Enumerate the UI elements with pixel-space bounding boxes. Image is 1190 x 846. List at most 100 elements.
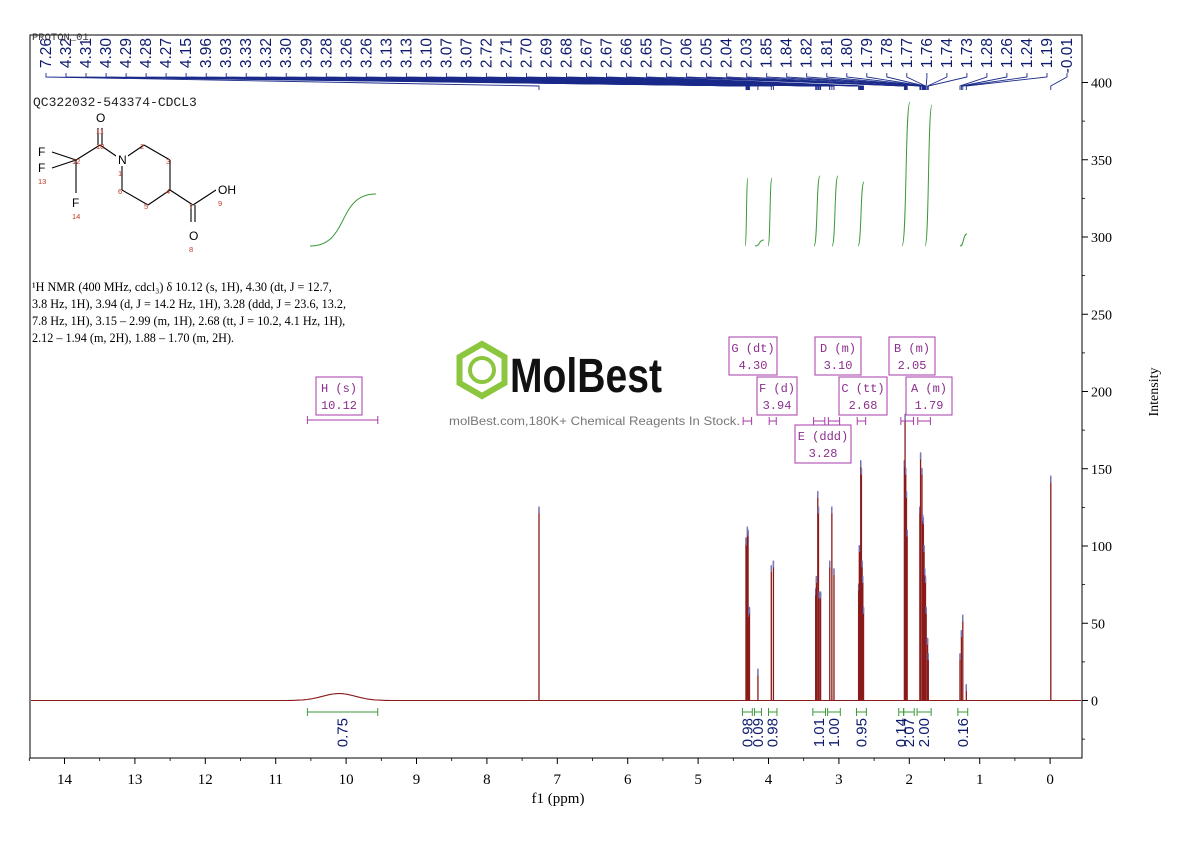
- atom-number: 8: [189, 245, 193, 254]
- atom-number: 10: [96, 142, 104, 151]
- peak-label: 2.69: [538, 38, 555, 68]
- atom-mask: [70, 195, 82, 209]
- peak-label: 4.32: [58, 38, 75, 68]
- peak-label: 3.32: [258, 38, 275, 68]
- peak-label-connector: [962, 73, 1028, 90]
- atom-label: N: [118, 153, 127, 167]
- integral-value: 1.00: [826, 718, 843, 747]
- description-line-1: ¹H NMR (400 MHz, cdcl₃) δ 10.12 (s, 1H),…: [32, 280, 332, 294]
- y-tick-label: 400: [1091, 77, 1112, 92]
- x-tick-label: 6: [624, 772, 632, 788]
- multiplet-label: E (ddd): [798, 430, 848, 444]
- peak-label: 2.67: [599, 38, 616, 68]
- multiplet-shift: 1.79: [915, 399, 944, 413]
- peak-label-strip: 7.26 4.32 4.31 4.30 4.29 4.28 4.27 4.15 3.96 3.93…: [38, 38, 1076, 90]
- peak-label-connector: [726, 73, 907, 90]
- atom-number: 1: [118, 169, 122, 178]
- peak-label: 2.04: [719, 38, 736, 69]
- integral-curve: [767, 177, 773, 247]
- integral-bracket: 1.00: [826, 708, 843, 747]
- y-tick-label: 100: [1091, 540, 1112, 555]
- axes: 14 13 12 11 10 9 8 7 6 5 4 3 2 1 005010015020025030035…: [28, 34, 1112, 788]
- peak-label: 2.05: [699, 38, 716, 68]
- peak-label: 1.77: [899, 38, 916, 68]
- spectrum-trace: [31, 413, 1081, 702]
- peak-label-connector: [786, 73, 922, 90]
- peak-label: 2.67: [579, 38, 596, 68]
- peak-label-connector: [846, 73, 924, 90]
- atom-number: 3: [166, 157, 170, 166]
- sample-name: QC322032-543374-CDCL3: [33, 95, 197, 110]
- peak-label-connector: [927, 73, 968, 90]
- peak-label-connector: [959, 73, 988, 90]
- peak-label: 2.66: [619, 38, 636, 68]
- atom-mask: [36, 144, 48, 158]
- multiplet-e: E (ddd) 3.28: [794, 417, 852, 464]
- peak-label: 3.93: [218, 38, 235, 68]
- peak-label: 3.13: [398, 38, 415, 68]
- peak-label-connector: [45, 73, 540, 90]
- peak-label: 2.65: [639, 38, 656, 68]
- structure-bond: [143, 144, 171, 161]
- x-tick-label: 0: [1046, 772, 1054, 788]
- x-tick-label: 8: [483, 772, 491, 788]
- atom-number: 11: [96, 127, 104, 136]
- x-tick-label: 1: [976, 772, 984, 788]
- integral-value: 2.07: [901, 718, 918, 747]
- integral-value: 0.14: [893, 718, 910, 747]
- peak-label: 2.68: [559, 38, 576, 68]
- atom-label: OH: [218, 183, 236, 197]
- integral-value: 1.01: [811, 718, 828, 747]
- integral-curve: [901, 101, 911, 247]
- peak-label-connector: [686, 73, 906, 90]
- peak-label: 2.03: [739, 38, 756, 68]
- peak-label-connector: [866, 73, 925, 90]
- structure-bond: [192, 189, 217, 206]
- peak-label: 3.26: [358, 38, 375, 68]
- multiplet-c: C (tt) 2.68: [838, 376, 888, 425]
- multiplet-label: C (tt): [841, 382, 884, 396]
- multiplet-label: D (m): [820, 342, 856, 356]
- multiplet-shift: 4.30: [739, 359, 768, 373]
- peak-label-connector: [925, 73, 928, 90]
- peak-label: 1.81: [819, 38, 836, 68]
- peak-label-connector: [906, 73, 926, 90]
- peak-label: 2.72: [478, 38, 495, 68]
- peak-label: 3.07: [438, 38, 455, 68]
- peak-label-connector: [927, 73, 948, 90]
- multiplet-shift: 3.10: [824, 359, 853, 373]
- x-tick-label: 14: [57, 772, 73, 788]
- multiplet-label: G (dt): [731, 342, 774, 356]
- y-tick-label: 50: [1091, 617, 1105, 632]
- integral-curve: [813, 175, 821, 247]
- integral-bracket: 0.95: [853, 708, 870, 747]
- integral-curve: [857, 181, 865, 247]
- peak-label: 2.70: [518, 38, 535, 69]
- integral-value: 0.95: [853, 718, 870, 747]
- peak-label-connector: [746, 73, 908, 90]
- atom-mask: [187, 228, 199, 242]
- watermark-hexagon-icon: [456, 340, 508, 400]
- integral-curve: [744, 177, 749, 247]
- peak-label: 1.84: [779, 38, 796, 69]
- x-tick-label: 10: [339, 772, 354, 788]
- integral-bracket: 0.98: [765, 708, 782, 747]
- x-tick-label: 9: [413, 772, 421, 788]
- multiplet-shift: 2.05: [898, 359, 927, 373]
- atom-mask: [94, 110, 106, 124]
- multiplet-shift: 3.94: [763, 399, 792, 413]
- atom-number: 4: [166, 187, 170, 196]
- x-tick-label: 12: [198, 772, 213, 788]
- integral-bracket: 1.01: [811, 708, 828, 747]
- watermark: MolBest molBest.com,180K+ Chemical Reagen…: [449, 340, 740, 428]
- multiplet-label: B (m): [894, 342, 930, 356]
- peak-label: 4.15: [178, 38, 195, 68]
- atom-label: O: [189, 229, 198, 243]
- integral-bracket: 0.75: [306, 708, 379, 747]
- integral-curve: [924, 104, 933, 247]
- peak-label: 4.29: [118, 38, 135, 68]
- description-line-2: 3.8 Hz, 1H), 3.94 (d, J = 14.2 Hz, 1H), …: [32, 297, 347, 311]
- peak-label: 1.73: [959, 38, 976, 68]
